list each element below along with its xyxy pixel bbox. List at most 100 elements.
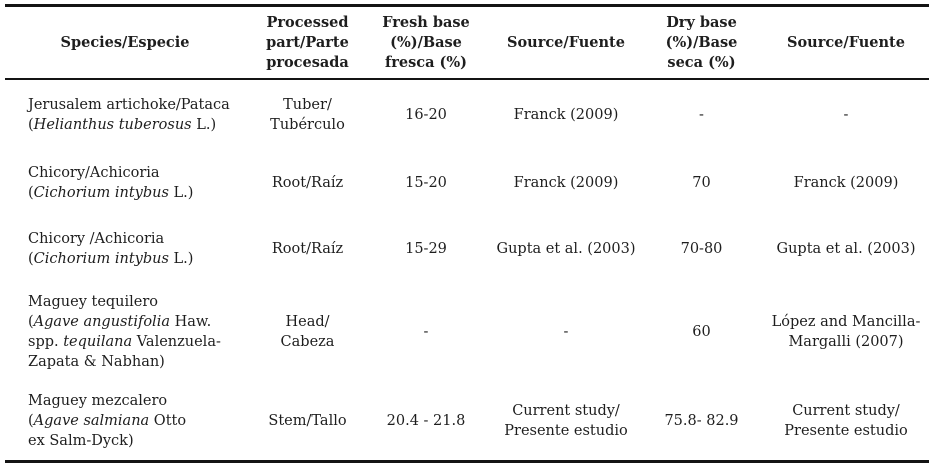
species-text-segment: Haw. <box>169 313 212 330</box>
dry-base-cell: - <box>699 106 704 123</box>
table-row: Chicory/Achicoria (Cichorium intybus L.) R… <box>0 150 934 216</box>
species-line: (Agave salmiana Otto <box>28 411 246 431</box>
scientific-name-segment: Helianthus tuberosus <box>33 116 192 133</box>
header-processed-part-line: Processed <box>266 13 349 31</box>
fresh-base-cell: 15-20 <box>405 174 447 191</box>
header-source-dry-line: Source/Fuente <box>787 33 905 51</box>
dry-source-cell-line: López and Mancilla- <box>771 313 921 330</box>
species-line: (Cichorium intybus L.) <box>28 249 246 269</box>
species-text-segment: L.) <box>191 116 217 133</box>
fresh-source-cell-line: Gupta et al. (2003) <box>496 240 636 257</box>
dry-source-cell: - <box>758 105 934 125</box>
header-dry-base-line: (%)/Base <box>665 33 738 51</box>
dry-base-cell: 70-80 <box>680 240 723 257</box>
header-species: Species/Especie <box>0 33 250 53</box>
species-line: (Cichorium intybus L.) <box>28 183 246 203</box>
table-bottom-rule <box>5 459 929 463</box>
table-row: Maguey mezcalero (Agave salmiana Otto ex S… <box>0 382 934 460</box>
dry-source-cell: Current study/Presente estudio <box>758 401 934 441</box>
species-text-segment: spp. <box>28 333 64 350</box>
fresh-source-cell: - <box>487 322 645 342</box>
header-dry-base-line: seca (%) <box>667 53 736 71</box>
species-text-segment: Zapata & Nabhan) <box>28 353 165 370</box>
fresh-base-cell: 20.4 - 21.8 <box>386 412 466 429</box>
processed-part-cell: Stem/Tallo <box>250 411 365 431</box>
header-processed-part-line: part/Parte <box>266 33 349 51</box>
processed-part-cell-line: Cabeza <box>280 333 335 350</box>
processed-part-cell: Head/Cabeza <box>250 312 365 352</box>
species-cell: Chicory /Achicoria (Cichorium intybus L.) <box>0 229 250 269</box>
species-text-segment: ( <box>28 313 34 330</box>
dry-base-cell: 60 <box>692 323 711 340</box>
species-text-segment: ex Salm-Dyck) <box>28 432 134 449</box>
species-text-segment: ( <box>28 250 34 267</box>
species-text-segment: Jerusalem artichoke/Pataca <box>28 96 230 113</box>
species-cell: Maguey mezcalero (Agave salmiana Otto ex S… <box>0 391 250 451</box>
dry-source-cell-line: Margalli (2007) <box>788 333 904 350</box>
species-text-segment: ( <box>28 116 34 133</box>
processed-part-cell-line: Root/Raíz <box>271 240 344 257</box>
species-line: Zapata & Nabhan) <box>28 352 246 372</box>
processed-part-cell: Tuber/Tubérculo <box>250 95 365 135</box>
dry-source-cell: López and Mancilla- Margalli (2007) <box>758 312 934 352</box>
header-fresh-base-line: (%)/Base <box>390 33 462 51</box>
header-processed-part-line: procesada <box>266 53 349 71</box>
species-text-segment: Otto <box>149 412 187 429</box>
header-processed-part: Processed part/Parte procesada <box>250 13 365 73</box>
species-line: Chicory/Achicoria <box>28 163 246 183</box>
species-line: Chicory /Achicoria <box>28 229 246 249</box>
header-dry-base-line: Dry base <box>666 13 737 31</box>
fresh-source-cell-line: Presente estudio <box>504 422 628 439</box>
scientific-name-segment: Cichorium intybus <box>33 184 169 201</box>
header-species-line: Species/Especie <box>60 33 190 51</box>
species-cell: Chicory/Achicoria (Cichorium intybus L.) <box>0 163 250 203</box>
species-text-segment: Chicory/Achicoria <box>28 164 160 181</box>
species-text-segment: Maguey tequilero <box>28 293 159 310</box>
fresh-source-cell: Gupta et al. (2003) <box>487 239 645 259</box>
dry-source-cell: Franck (2009) <box>758 173 934 193</box>
fresh-source-cell-line: - <box>563 323 569 340</box>
species-text-segment: Maguey mezcalero <box>28 392 168 409</box>
processed-part-cell: Root/Raíz <box>250 239 365 259</box>
species-text-segment: L.) <box>168 250 194 267</box>
species-line: (Helianthus tuberosus L.) <box>28 115 246 135</box>
table-body: Jerusalem artichoke/Pataca (Helianthus tu… <box>0 80 934 460</box>
species-line: Maguey tequilero <box>28 292 246 312</box>
species-line: spp. tequilana Valenzuela- <box>28 332 246 352</box>
fresh-source-cell-line: Franck (2009) <box>513 174 619 191</box>
processed-part-cell: Root/Raíz <box>250 173 365 193</box>
header-source-fresh-line: Source/Fuente <box>507 33 625 51</box>
dry-source-cell-line: Gupta et al. (2003) <box>776 240 916 257</box>
dry-source-cell: Gupta et al. (2003) <box>758 239 934 259</box>
processed-part-cell-line: Root/Raíz <box>271 174 344 191</box>
scientific-name-segment: tequilana <box>63 333 133 350</box>
processed-part-cell-line: Tubérculo <box>270 116 345 133</box>
header-fresh-base: Fresh base (%)/Base fresca (%) <box>365 13 487 73</box>
dry-source-cell-line: - <box>843 106 849 123</box>
fresh-base-cell: 16-20 <box>405 106 447 123</box>
processed-part-cell-line: Stem/Tallo <box>268 412 347 429</box>
fresh-base-cell: 15-29 <box>405 240 447 257</box>
species-line: (Agave angustifolia Haw. <box>28 312 246 332</box>
fresh-base-cell: - <box>423 323 429 340</box>
dry-source-cell-line: Presente estudio <box>784 422 908 439</box>
species-cell: Jerusalem artichoke/Pataca (Helianthus tu… <box>0 95 250 135</box>
table-top-rule <box>5 4 929 7</box>
table-header-row: Species/Especie Processed part/Parte proces… <box>0 7 934 78</box>
species-cell: Maguey tequilero (Agave angustifolia Haw.… <box>0 292 250 372</box>
table-row: Jerusalem artichoke/Pataca (Helianthus tu… <box>0 80 934 150</box>
dry-base-cell: 70 <box>692 174 711 191</box>
fresh-source-cell: Current study/Presente estudio <box>487 401 645 441</box>
dry-base-cell: 75.8- 82.9 <box>664 412 739 429</box>
header-separator-rule <box>5 78 929 80</box>
table-row: Maguey tequilero (Agave angustifolia Haw.… <box>0 282 934 382</box>
header-source-dry: Source/Fuente <box>758 33 934 53</box>
dry-source-cell-line: Current study/ <box>792 402 900 419</box>
species-text-segment: Valenzuela- <box>132 333 221 350</box>
scientific-name-segment: Agave salmiana <box>33 412 150 429</box>
species-line: Jerusalem artichoke/Pataca <box>28 95 246 115</box>
fresh-source-cell: Franck (2009) <box>487 173 645 193</box>
species-text-segment: ( <box>28 412 34 429</box>
species-text-segment: ( <box>28 184 34 201</box>
